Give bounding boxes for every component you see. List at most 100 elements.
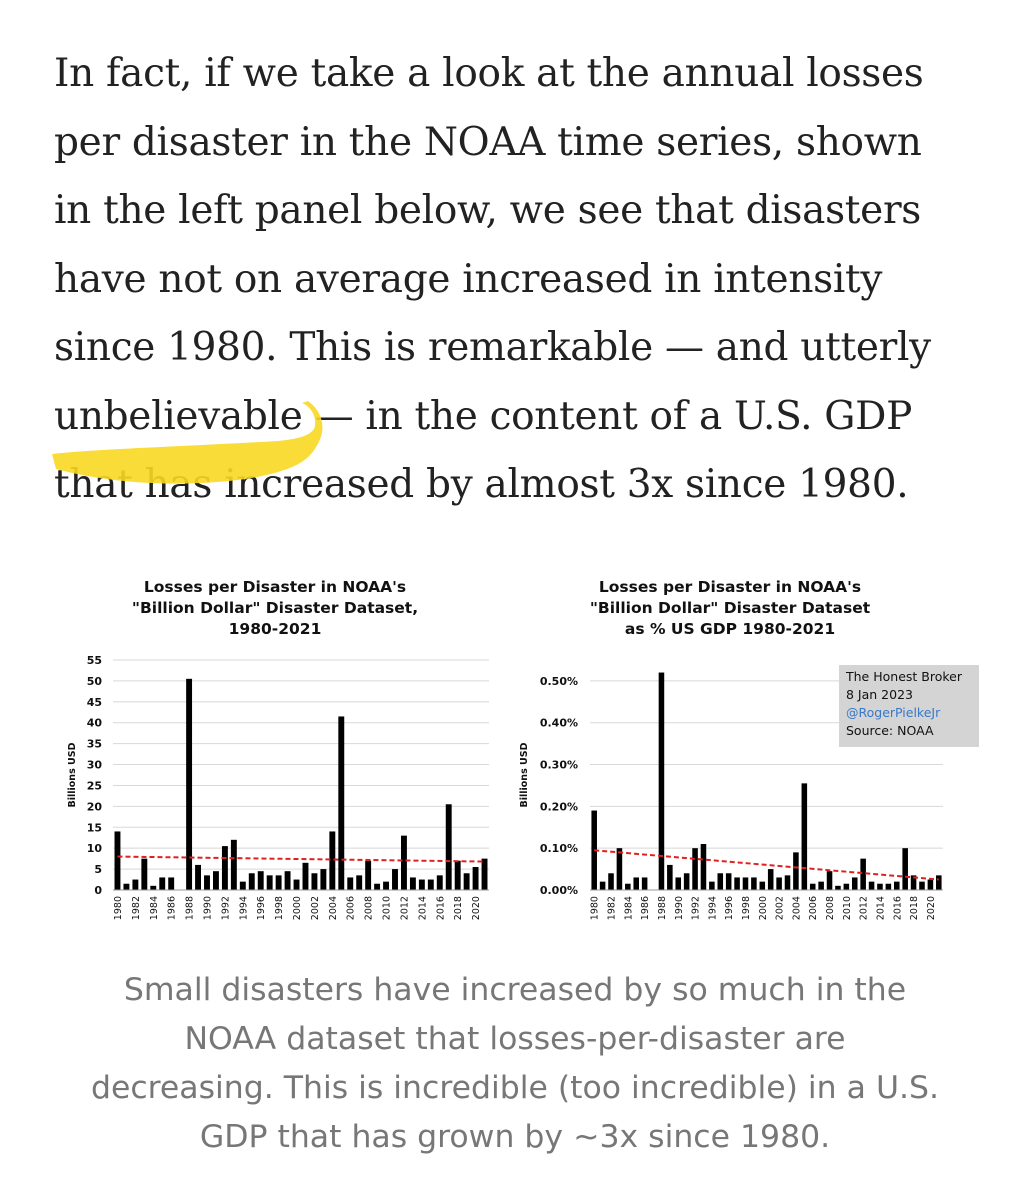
bar bbox=[338, 716, 345, 890]
bar bbox=[302, 862, 309, 890]
y-axis-label: Billions USD bbox=[67, 742, 78, 807]
x-tick-label: 2002 bbox=[310, 896, 321, 920]
x-tick-label: 1994 bbox=[707, 896, 718, 920]
x-tick-label: 2008 bbox=[825, 896, 836, 920]
x-tick-label: 2012 bbox=[859, 896, 870, 920]
chart-title-line: as % US GDP 1980-2021 bbox=[625, 620, 835, 638]
article-line: unbelievable — in the content of a U.S. … bbox=[52, 383, 994, 484]
x-tick-label: 2012 bbox=[399, 896, 410, 920]
bar bbox=[709, 881, 715, 890]
article-line: that has increased by almost 3x since 19… bbox=[54, 462, 909, 507]
bar bbox=[667, 864, 673, 890]
x-tick-label: 2006 bbox=[808, 896, 819, 920]
bar bbox=[311, 873, 318, 890]
highlighted-word: unbelievable bbox=[52, 383, 323, 484]
bar bbox=[230, 839, 237, 890]
trend-line bbox=[594, 849, 939, 881]
bar bbox=[692, 848, 698, 890]
bar bbox=[275, 875, 282, 890]
x-tick-label: 2018 bbox=[909, 896, 920, 920]
y-tick-label: 0.30% bbox=[540, 759, 578, 772]
x-tick-label: 1988 bbox=[657, 896, 668, 920]
chart-left-svg: Losses per Disaster in NOAA's "Billion Do… bbox=[67, 578, 489, 920]
bar bbox=[472, 867, 479, 890]
bar bbox=[894, 881, 900, 890]
bar bbox=[877, 883, 883, 890]
bar bbox=[885, 883, 892, 890]
article-line: have not on average increased in intensi… bbox=[54, 256, 883, 302]
y-tick-label: 0.40% bbox=[540, 717, 578, 730]
x-tick-label: 2014 bbox=[875, 896, 886, 920]
bar bbox=[365, 860, 372, 890]
bar bbox=[257, 871, 264, 890]
x-tick-label: 2010 bbox=[382, 896, 393, 920]
bar bbox=[293, 879, 300, 890]
bar bbox=[418, 879, 425, 890]
bar bbox=[776, 877, 782, 890]
bar bbox=[248, 873, 255, 890]
figure-caption: Small disasters have increased by so muc… bbox=[40, 966, 990, 1162]
y-tick-label: 0 bbox=[94, 884, 102, 897]
bar bbox=[919, 881, 925, 890]
chart-losses-pct-gdp: Losses per Disaster in NOAA's "Billion Do… bbox=[515, 570, 985, 930]
bar bbox=[616, 848, 623, 890]
y-axis-label: Billions USD bbox=[519, 742, 530, 807]
article-line-rest: — in the content of a U.S. GDP bbox=[302, 393, 913, 439]
x-tick-label: 2008 bbox=[364, 896, 375, 920]
bar bbox=[392, 869, 398, 890]
y-tick-label: 40 bbox=[87, 717, 103, 730]
y-tick-label: 45 bbox=[87, 696, 102, 709]
bar bbox=[400, 835, 407, 890]
bar bbox=[675, 877, 682, 890]
y-tick-label: 35 bbox=[87, 738, 102, 751]
bar bbox=[725, 873, 732, 890]
x-tick-label: 2006 bbox=[346, 896, 357, 920]
bar bbox=[641, 877, 648, 890]
bar bbox=[658, 672, 665, 890]
bar bbox=[123, 883, 130, 890]
x-tick-label: 1982 bbox=[131, 896, 142, 920]
bar bbox=[734, 877, 740, 890]
y-tick-label: 20 bbox=[87, 800, 103, 813]
chart-losses-per-disaster: Losses per Disaster in NOAA's "Billion Do… bbox=[60, 570, 500, 930]
watermark-line: Source: NOAA bbox=[846, 723, 934, 738]
x-tick-label: 2020 bbox=[926, 896, 937, 920]
x-tick-label: 2010 bbox=[842, 896, 853, 920]
article-paragraph: In fact, if we take a look at the annual… bbox=[52, 40, 994, 520]
bar bbox=[168, 877, 175, 890]
bar bbox=[186, 678, 193, 890]
x-tick-label: 1992 bbox=[691, 896, 702, 920]
x-tick-label: 1990 bbox=[674, 896, 685, 920]
y-tick-label: 15 bbox=[87, 821, 102, 834]
bar bbox=[159, 877, 166, 890]
bar bbox=[195, 864, 202, 890]
article-line: since 1980. This is remarkable — and utt… bbox=[54, 325, 931, 370]
y-tick-label: 0.10% bbox=[540, 842, 578, 855]
bar bbox=[454, 860, 461, 890]
bar bbox=[633, 877, 639, 890]
x-tick-label: 2000 bbox=[758, 896, 769, 920]
chart-right-svg: Losses per Disaster in NOAA's "Billion Do… bbox=[519, 578, 979, 920]
bar bbox=[266, 875, 273, 890]
x-tick-label: 1992 bbox=[220, 896, 231, 920]
bar bbox=[759, 881, 766, 890]
bar bbox=[742, 877, 749, 890]
x-tick-label: 1998 bbox=[741, 896, 752, 920]
bar bbox=[793, 852, 799, 890]
x-tick-label: 1990 bbox=[203, 896, 214, 920]
x-tick-label: 1982 bbox=[607, 896, 618, 920]
y-tick-label: 0.50% bbox=[540, 675, 578, 688]
bar bbox=[910, 875, 917, 890]
bar bbox=[683, 873, 690, 890]
trend-line bbox=[117, 855, 485, 863]
chart-title-line: "Billion Dollar" Disaster Dataset bbox=[590, 599, 871, 617]
y-tick-label: 25 bbox=[87, 779, 102, 792]
bar bbox=[481, 858, 488, 890]
caption-line: decreasing. This is incredible (too incr… bbox=[90, 1070, 940, 1106]
bar bbox=[868, 881, 875, 890]
x-tick-label: 2020 bbox=[471, 896, 482, 920]
x-tick-label: 1996 bbox=[256, 896, 267, 920]
x-tick-label: 2014 bbox=[417, 896, 428, 920]
x-tick-label: 2016 bbox=[435, 896, 446, 920]
caption-line: NOAA dataset that losses-per-disaster ar… bbox=[184, 1021, 846, 1057]
